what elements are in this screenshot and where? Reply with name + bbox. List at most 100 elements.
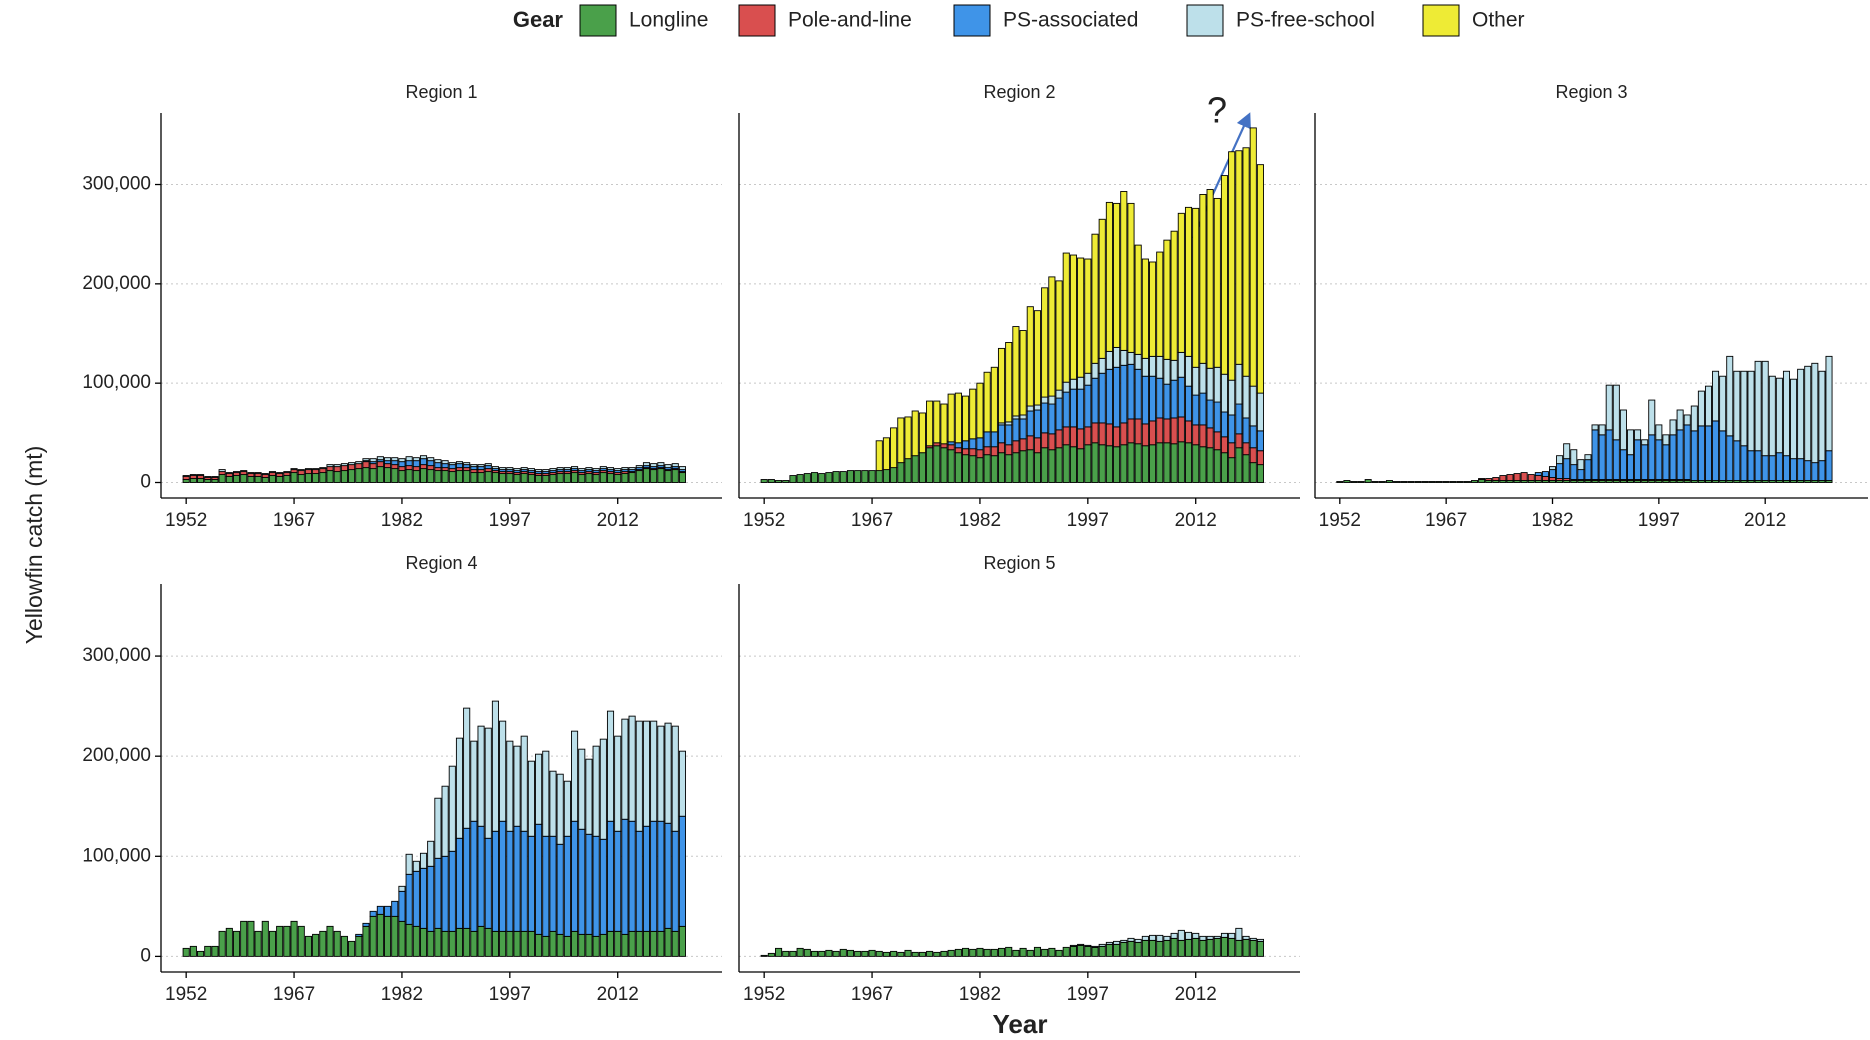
- bar: [1069, 945, 1077, 957]
- bar: [1549, 469, 1557, 478]
- bar: [1570, 449, 1578, 466]
- bar: [1019, 450, 1027, 483]
- bar: [1120, 939, 1128, 943]
- bar: [1520, 472, 1528, 481]
- bar: [484, 727, 492, 839]
- bar: [1256, 392, 1264, 432]
- bar: [463, 462, 471, 466]
- bar: [635, 470, 643, 483]
- bar: [585, 467, 593, 471]
- bar: [563, 780, 571, 837]
- bar: [398, 466, 406, 472]
- x-tick-label: 1967: [851, 984, 893, 1005]
- bar: [1141, 939, 1149, 957]
- legend-swatch: [1186, 4, 1224, 37]
- bar: [635, 720, 643, 832]
- bar: [678, 925, 686, 957]
- bar: [1343, 480, 1351, 483]
- bar: [276, 476, 284, 483]
- bar: [1105, 943, 1113, 957]
- bar: [782, 950, 790, 957]
- x-tick-label: 2012: [1175, 984, 1217, 1005]
- bar: [832, 471, 840, 483]
- bar: [1098, 218, 1106, 359]
- bar: [578, 474, 586, 483]
- bar: [1113, 943, 1121, 957]
- bar: [962, 448, 970, 456]
- bar: [1127, 937, 1135, 942]
- bar: [1091, 233, 1099, 364]
- bar: [535, 475, 543, 483]
- bar: [455, 461, 464, 465]
- bar: [571, 472, 579, 483]
- bar: [542, 935, 550, 957]
- bar: [355, 461, 363, 465]
- bar: [1163, 939, 1171, 957]
- bar: [520, 735, 528, 832]
- bar: [671, 830, 679, 932]
- bar: [969, 948, 977, 957]
- bar: [189, 474, 197, 477]
- bar: [940, 403, 948, 445]
- bar: [1048, 449, 1056, 483]
- bar: [664, 927, 672, 957]
- bar: [1220, 436, 1229, 454]
- bar: [419, 458, 428, 466]
- bar: [997, 347, 1006, 424]
- bar: [976, 457, 984, 483]
- bar: [854, 950, 862, 957]
- bar: [283, 925, 291, 957]
- bar: [340, 935, 348, 957]
- bar: [1055, 280, 1063, 391]
- bar: [1120, 444, 1128, 483]
- bar: [405, 923, 413, 957]
- bar: [326, 464, 334, 468]
- bar: [897, 462, 905, 483]
- bar: [933, 400, 941, 444]
- bar: [319, 467, 327, 470]
- bar: [290, 920, 298, 957]
- bar: [940, 950, 948, 957]
- x-tick-label: 1997: [1067, 510, 1109, 531]
- bar: [1026, 449, 1034, 483]
- bar: [1641, 439, 1649, 446]
- bar: [1690, 405, 1698, 432]
- bar: [1626, 429, 1634, 456]
- bar: [1041, 948, 1049, 957]
- bar: [405, 853, 413, 875]
- bar: [671, 463, 679, 468]
- bar: [1804, 365, 1812, 462]
- bar: [599, 838, 607, 935]
- bar: [204, 945, 212, 957]
- bar: [441, 470, 449, 483]
- bar: [441, 463, 449, 469]
- bar: [312, 469, 320, 475]
- bar: [657, 820, 665, 932]
- bar: [818, 950, 826, 957]
- bar: [1676, 429, 1684, 480]
- x-tick-label: 2012: [1175, 510, 1217, 531]
- bar: [1754, 450, 1762, 481]
- bar: [1242, 417, 1250, 444]
- bar: [1069, 388, 1077, 428]
- x-tick-label: 2012: [1744, 510, 1786, 531]
- bar: [333, 471, 341, 483]
- bar: [1485, 478, 1493, 481]
- bar: [1655, 424, 1663, 441]
- bar: [635, 930, 643, 957]
- bar: [527, 835, 535, 932]
- legend-swatch: [579, 4, 617, 37]
- bar: [520, 467, 528, 471]
- bar: [1069, 944, 1077, 947]
- bar: [1084, 945, 1092, 957]
- bar: [1005, 342, 1013, 423]
- bar: [997, 947, 1006, 957]
- bar: [1256, 164, 1264, 394]
- bar: [1704, 425, 1712, 481]
- bar: [1228, 151, 1236, 381]
- legend-label: Other: [1472, 9, 1525, 32]
- bar: [556, 843, 564, 935]
- x-tick-label: 1997: [1638, 510, 1680, 531]
- bar: [962, 395, 970, 442]
- bar: [789, 475, 797, 483]
